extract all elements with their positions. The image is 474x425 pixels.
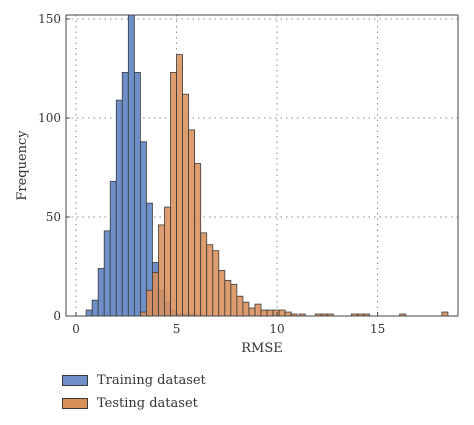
training-bar: [121, 72, 129, 317]
x-axis-ticks: 0 5 10 15: [72, 312, 385, 336]
testing-bar: [230, 283, 238, 317]
testing-bar: [139, 311, 147, 317]
testing-bar: [200, 232, 208, 317]
testing-bar: [254, 303, 262, 317]
legend-item-training: Training dataset: [62, 370, 206, 390]
x-tick-label: 0: [72, 322, 80, 336]
testing-bar: [158, 224, 165, 317]
testing-bar: [266, 309, 274, 317]
training-bar: [127, 14, 135, 317]
testing-bar: [176, 54, 183, 317]
testing-bar: [188, 129, 196, 317]
y-tick-label: 50: [46, 210, 61, 224]
testing-bar: [164, 206, 171, 317]
testing-bar: [212, 250, 220, 317]
y-tick-label: 100: [38, 111, 61, 125]
testing-bar: [218, 270, 226, 317]
testing-bar: [236, 295, 244, 317]
testing-bar: [248, 307, 256, 317]
legend-label-testing: Testing dataset: [97, 395, 198, 411]
y-axis-label: Frequency: [15, 130, 30, 201]
x-tick-label: 5: [173, 322, 181, 336]
testing-bar: [182, 93, 190, 317]
y-tick-label: 150: [38, 12, 61, 26]
legend: Training dataset Testing dataset: [62, 370, 206, 416]
training-bar: [91, 299, 99, 317]
training-bar: [97, 268, 105, 317]
testing-bar: [206, 244, 214, 317]
testing-bar: [224, 279, 232, 317]
legend-label-training: Training dataset: [97, 372, 206, 388]
y-axis-ticks: 0 50 100 150: [38, 12, 70, 323]
training-bar: [103, 230, 111, 317]
testing-bar: [260, 309, 268, 317]
training-bar: [139, 141, 147, 317]
legend-swatch-testing: [62, 397, 88, 409]
testing-bar: [152, 272, 159, 317]
plot-frame: [65, 14, 459, 317]
testing-bars: [139, 54, 449, 317]
training-bar: [109, 180, 117, 317]
testing-bar: [146, 289, 153, 317]
training-bar: [115, 99, 123, 317]
legend-item-testing: Testing dataset: [62, 393, 206, 413]
training-bar: [85, 309, 93, 317]
legend-swatch-training: [62, 374, 88, 386]
x-tick-label: 15: [370, 322, 385, 336]
testing-bar: [441, 311, 449, 317]
testing-bar: [284, 311, 292, 317]
x-axis-label: RMSE: [241, 341, 283, 356]
training-bar: [133, 72, 141, 317]
testing-bar: [242, 301, 250, 317]
testing-bar: [272, 309, 280, 317]
testing-bar: [278, 309, 286, 317]
y-tick-label: 0: [53, 309, 61, 323]
testing-bar: [194, 163, 202, 317]
testing-bar: [170, 72, 177, 317]
x-tick-label: 10: [269, 322, 284, 336]
